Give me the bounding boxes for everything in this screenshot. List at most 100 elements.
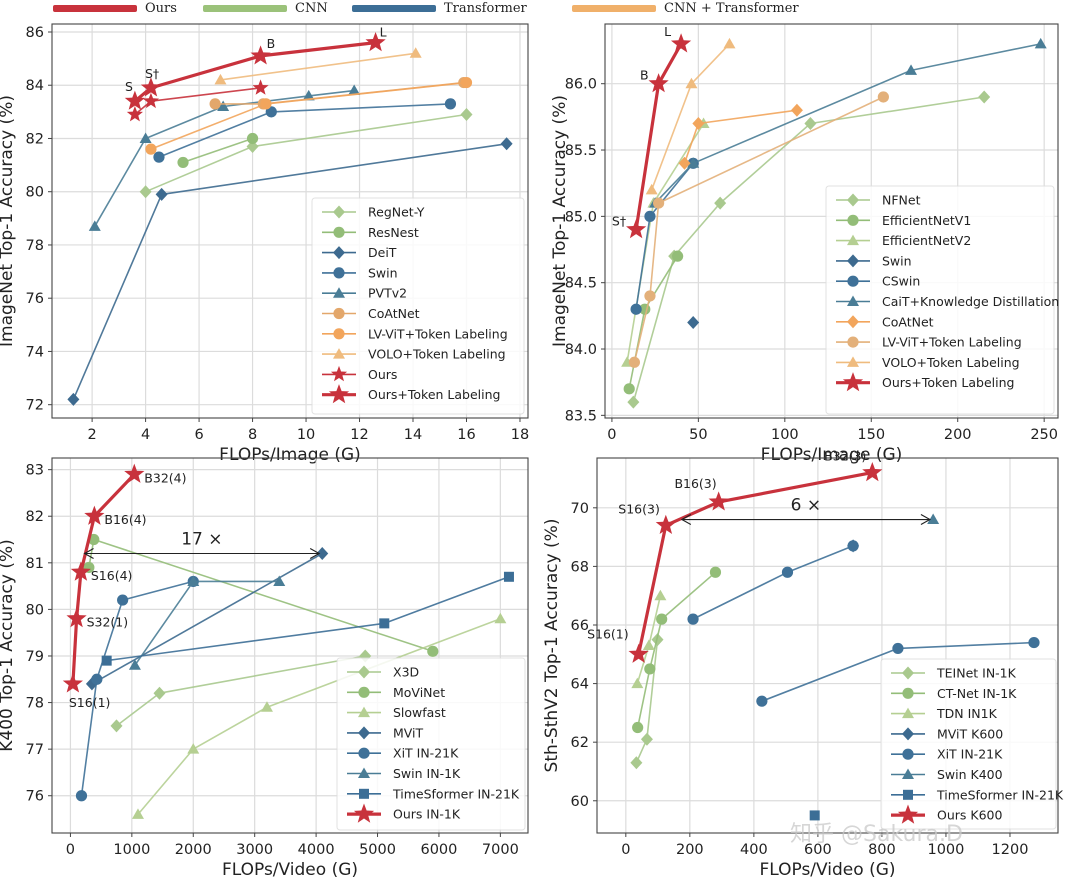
- legend-swatch: [203, 4, 287, 12]
- data-point: [623, 383, 635, 395]
- legend-marker: [847, 254, 859, 268]
- y-tick-label: 80: [26, 602, 44, 618]
- legend-label: X3D: [393, 665, 419, 680]
- x-tick-label: 50: [689, 427, 707, 443]
- model-size-label: S†: [612, 214, 626, 229]
- series-line: [633, 96, 884, 363]
- legend-label: XiT IN-21K: [937, 747, 1003, 762]
- x-tick-label: 100: [771, 427, 799, 443]
- data-point: [273, 575, 286, 586]
- legend-item-resnest: ResNest: [322, 225, 419, 240]
- data-point: [142, 92, 160, 109]
- data-point: [260, 98, 272, 110]
- data-point: [892, 642, 904, 655]
- legend-marker: [847, 336, 859, 348]
- data-point: [177, 156, 189, 169]
- plot-frame: [51, 457, 529, 834]
- series-volo-token-labeling: [645, 37, 736, 195]
- x-axis-label: FLOPs/Video (G): [222, 860, 358, 880]
- series-efficientnetv1: [623, 250, 684, 395]
- series-nfnet: [627, 90, 991, 409]
- data-point: [626, 219, 647, 239]
- legend-item-swin: Swin: [322, 265, 398, 280]
- y-tick-label: 60: [571, 794, 589, 810]
- data-point: [877, 91, 889, 103]
- legend-item-timesformer-in-21k: TimeSformer IN-21K: [891, 787, 1064, 802]
- legend-marker: [328, 384, 350, 404]
- data-point: [654, 589, 667, 601]
- series-line: [692, 545, 854, 620]
- data-point: [217, 100, 230, 112]
- top-legend-item-ours: Ours: [53, 0, 177, 16]
- legend-item-volo-token-labeling: VOLO+Token Labeling: [322, 347, 506, 362]
- legend-marker: [333, 348, 345, 359]
- y-tick-label: 74: [26, 344, 44, 360]
- data-point: [804, 116, 817, 130]
- data-point: [67, 392, 80, 406]
- data-point: [670, 33, 692, 53]
- data-point: [756, 695, 768, 707]
- legend-marker: [847, 295, 859, 306]
- x-tick-label: 5000: [359, 842, 396, 858]
- y-tick-label: 66: [571, 618, 589, 634]
- y-tick-label: 77: [26, 742, 44, 758]
- data-point: [631, 677, 644, 689]
- legend-label: TDN IN1K: [936, 706, 998, 721]
- legend-item-coatnet: CoAtNet: [322, 306, 420, 321]
- series-line: [637, 471, 873, 655]
- legend-marker: [353, 803, 375, 823]
- data-point: [140, 77, 162, 97]
- data-point: [359, 649, 372, 663]
- data-point: [781, 566, 794, 578]
- y-tick-label: 84: [26, 78, 44, 94]
- legend-label: ResNest: [368, 225, 419, 240]
- y-tick-label: 84.5: [565, 276, 597, 292]
- legend-label: CSwin: [882, 274, 920, 289]
- data-point: [209, 98, 221, 110]
- chart-legend: RegNet-Y ResNest DeiT Swin PVTv2 CoAtNet LV-Vi…: [311, 197, 525, 415]
- data-point: [687, 157, 700, 168]
- data-point: [84, 505, 105, 525]
- legend-label: MoViNet: [393, 685, 445, 700]
- legend-label: Ours+Token Labeling: [882, 375, 1014, 390]
- series-line: [80, 580, 194, 796]
- speedup-label: 6 ×: [791, 496, 821, 516]
- y-tick-label: 78: [26, 238, 44, 254]
- legend-marker: [359, 788, 369, 799]
- y-axis-label: K400 Top-1 Accuracy (%): [0, 539, 17, 751]
- y-axis-label: ImageNet Top-1 Accuracy (%): [0, 95, 17, 347]
- data-point: [62, 673, 83, 693]
- model-size-label: B32(3): [824, 449, 866, 464]
- x-tick-label: 18: [511, 427, 529, 443]
- legend-item-ours-token-labeling: Ours+Token Labeling: [322, 384, 500, 404]
- data-point: [187, 743, 200, 754]
- data-point: [494, 612, 507, 624]
- legend-marker: [333, 246, 345, 260]
- data-point: [187, 575, 200, 586]
- x-tick-label: 0: [607, 427, 616, 443]
- legend-label: CaiT+Knowledge Distillation: [882, 294, 1059, 309]
- y-tick-label: 80: [26, 185, 44, 201]
- chart-legend: X3D MoViNet Slowfast MViT XiT IN-21K Swin IN-…: [336, 657, 526, 831]
- watermark: 知乎 @Sakura.D: [790, 822, 963, 847]
- y-tick-label: 62: [571, 735, 589, 751]
- series-line: [220, 52, 416, 81]
- data-point: [687, 315, 700, 329]
- data-point: [1034, 37, 1047, 49]
- y-tick-label: 64: [571, 677, 589, 693]
- legend-marker: [902, 666, 914, 680]
- legend-item-teinet-in-1k: TEINet IN-1K: [891, 666, 1017, 681]
- series-movinet: [83, 533, 439, 657]
- legend-item-lv-vit-token-labeling: LV-ViT+Token Labeling: [322, 326, 508, 341]
- legend-marker: [333, 226, 345, 238]
- legend-marker: [903, 789, 913, 800]
- data-point: [214, 73, 227, 85]
- legend-marker: [847, 356, 859, 367]
- x-tick-label: 1000: [927, 842, 964, 858]
- series-timesformer-in-21k: [809, 810, 820, 821]
- data-point: [642, 639, 655, 650]
- data-point: [809, 810, 820, 821]
- legend-label: CoAtNet: [368, 306, 420, 321]
- y-tick-label: 86: [26, 25, 44, 41]
- data-point: [628, 356, 640, 368]
